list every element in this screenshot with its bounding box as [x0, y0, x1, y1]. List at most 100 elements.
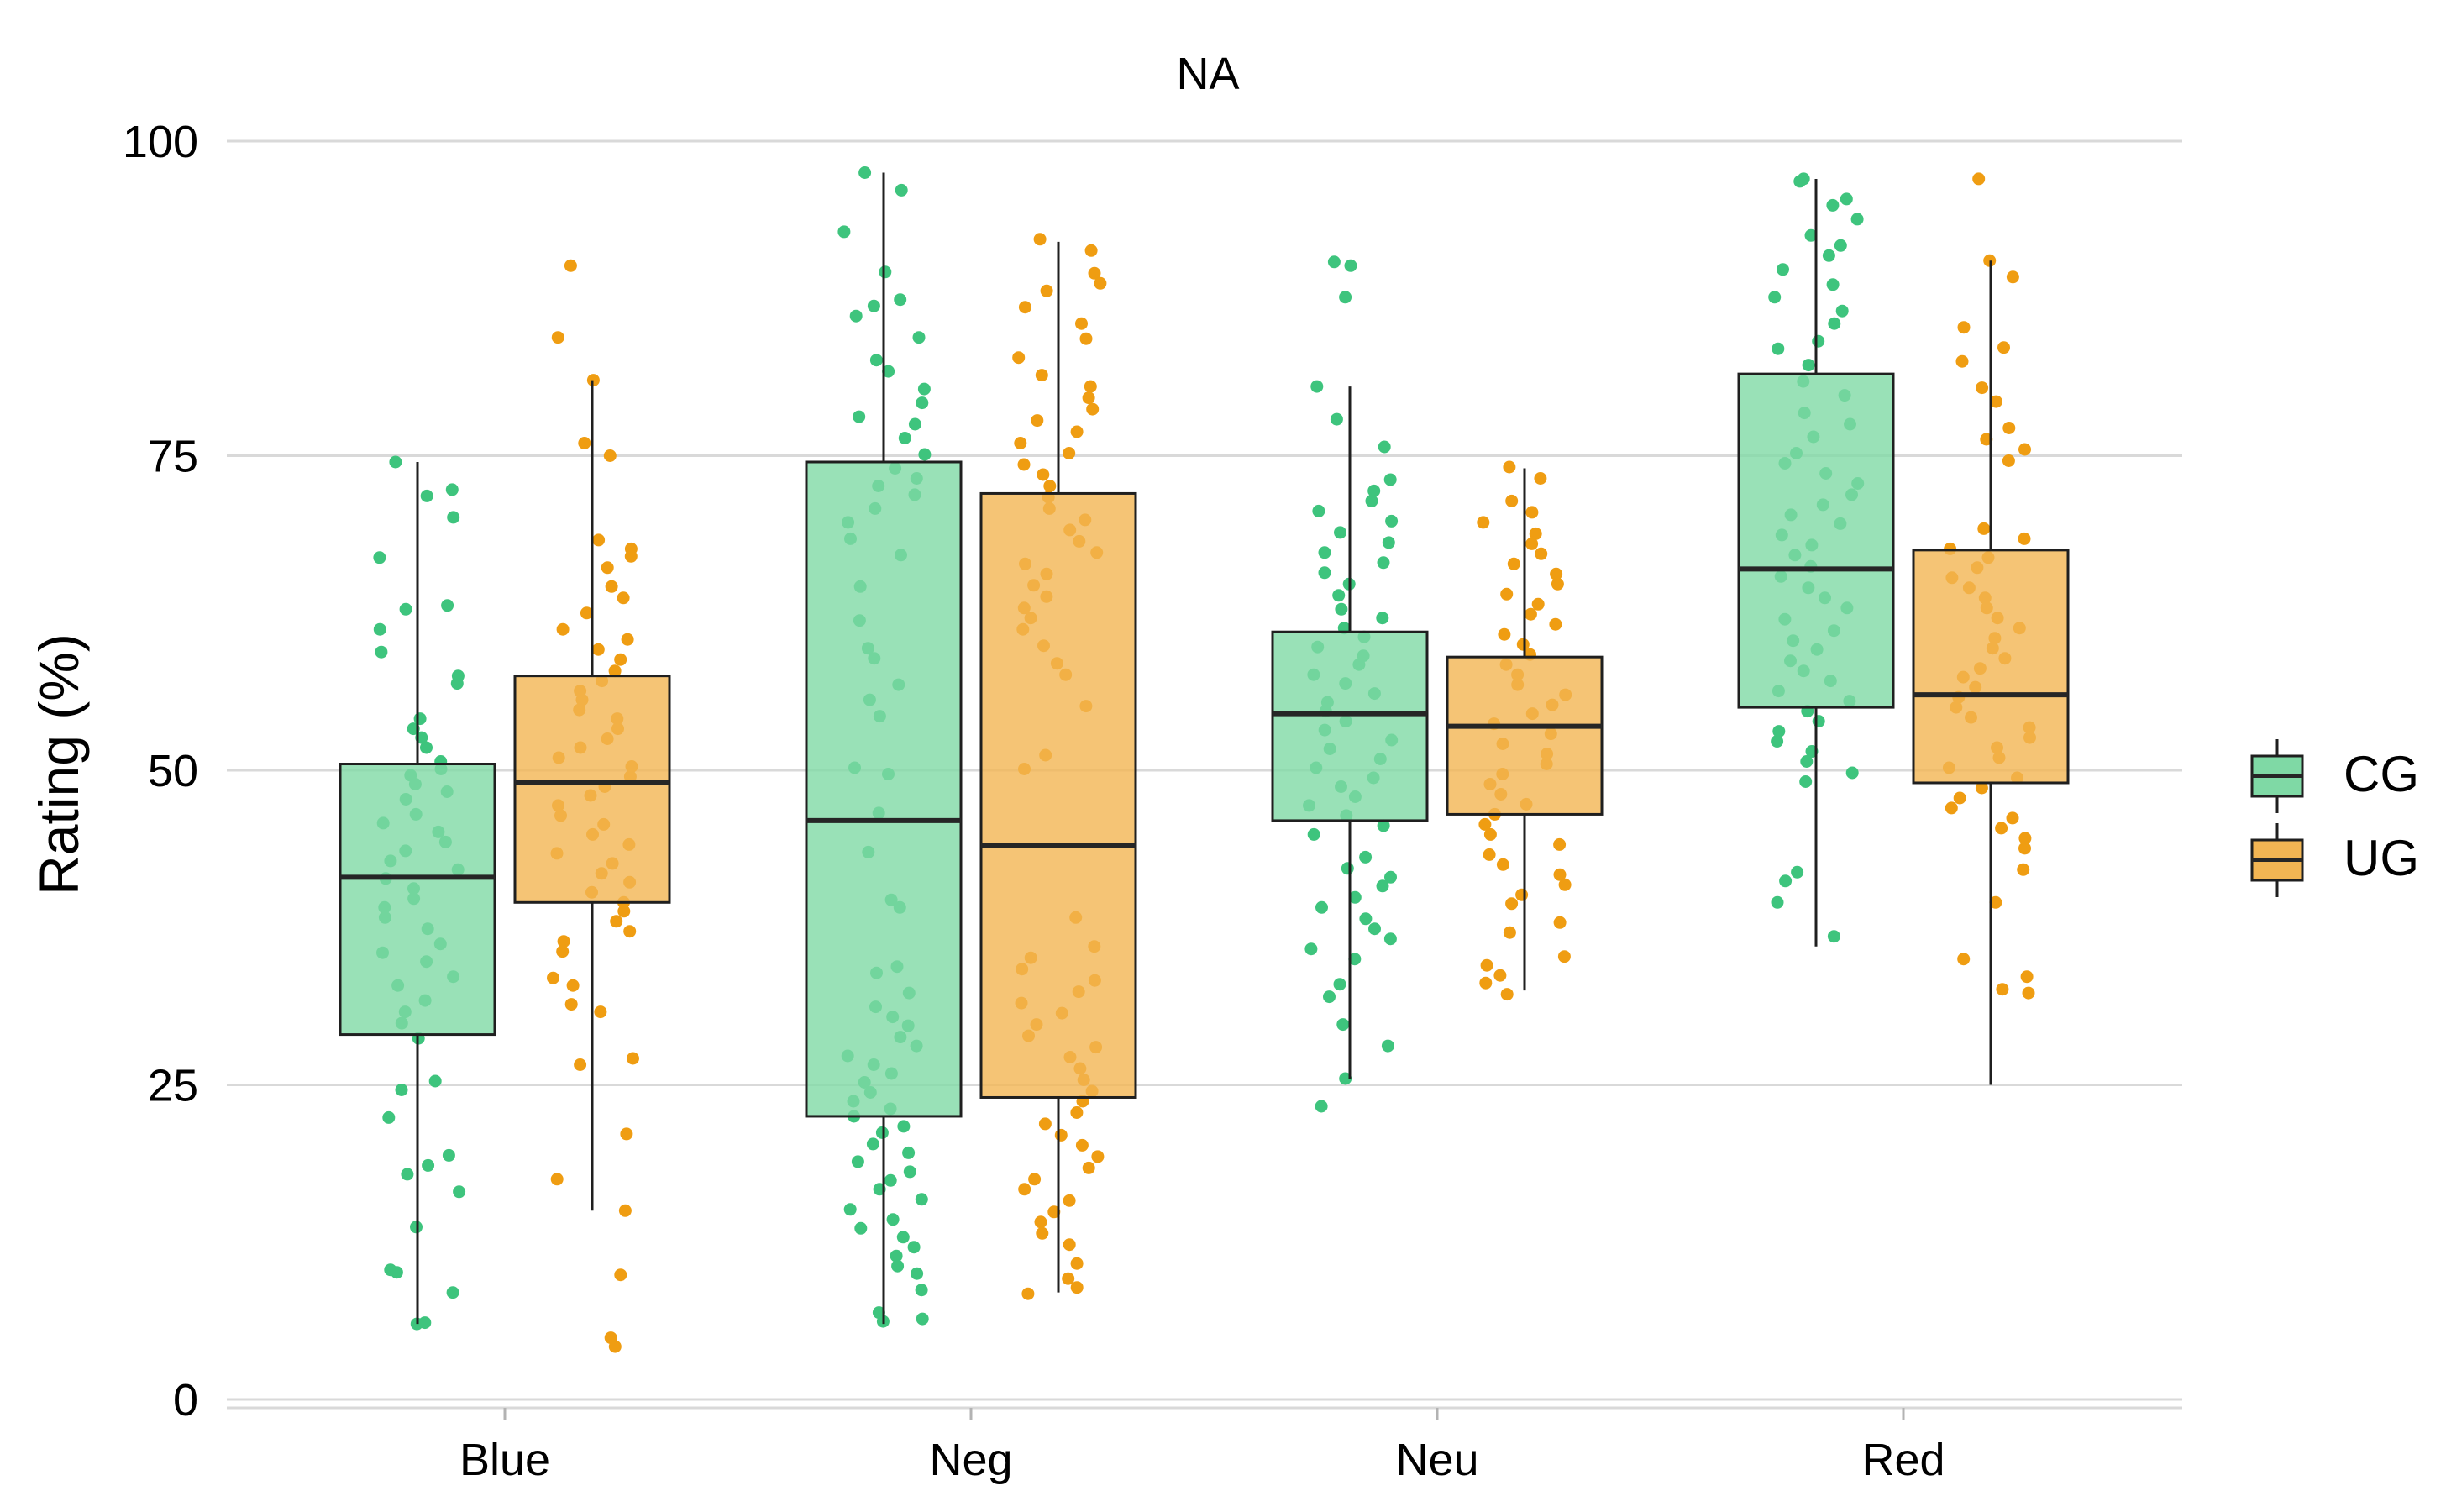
- point-cg-neg-65: [896, 1231, 910, 1244]
- point-ug-neu-16: [1516, 638, 1530, 651]
- point-ug-red-50: [2022, 986, 2035, 1000]
- point-ug-neg-10: [1084, 380, 1097, 393]
- point-cg-neg-13: [908, 417, 921, 431]
- point-cg-neu-51: [1383, 932, 1397, 946]
- point-ug-blue-8: [601, 561, 614, 575]
- point-cg-neu-0: [1327, 255, 1341, 269]
- point-cg-neg-55: [866, 1137, 879, 1151]
- point-cg-neg-72: [916, 1312, 929, 1326]
- point-ug-red-13: [2018, 532, 2031, 545]
- point-ug-blue-13: [621, 633, 634, 646]
- point-ug-red-3: [1957, 321, 1971, 334]
- point-cg-neg-62: [843, 1203, 857, 1216]
- point-ug-neu-41: [1515, 888, 1529, 901]
- point-cg-neg-59: [884, 1173, 897, 1187]
- point-ug-red-10: [2018, 443, 2031, 456]
- point-ug-neu-2: [1505, 494, 1519, 507]
- point-ug-red-46: [1989, 895, 2002, 909]
- point-ug-neu-38: [1496, 858, 1509, 871]
- point-cg-red-9: [1826, 278, 1840, 291]
- y-tick-label-50: 50: [148, 746, 198, 796]
- point-ug-red-4: [1997, 341, 2010, 354]
- point-cg-red-55: [1779, 874, 1793, 888]
- point-ug-neg-19: [1043, 480, 1057, 492]
- point-ug-blue-10: [617, 591, 630, 605]
- point-ug-neu-35: [1483, 827, 1497, 841]
- point-cg-red-4: [1850, 213, 1864, 226]
- point-cg-neu-18: [1335, 602, 1348, 616]
- point-ug-neg-11: [1082, 391, 1095, 405]
- point-ug-neu-14: [1549, 617, 1562, 631]
- point-ug-neg-63: [1063, 1194, 1076, 1207]
- point-ug-neu-15: [1498, 627, 1511, 641]
- box-rect-cg-blue: [339, 763, 496, 1037]
- box-rect-ug-blue: [513, 675, 671, 904]
- point-ug-red-49: [1996, 983, 2009, 996]
- point-cg-red-1: [1793, 175, 1807, 188]
- point-ug-red-48: [2020, 970, 2034, 984]
- point-ug-neu-40: [1558, 878, 1572, 891]
- point-ug-neu-13: [1524, 607, 1537, 621]
- point-ug-neg-60: [1082, 1161, 1095, 1174]
- point-ug-blue-2: [586, 374, 600, 387]
- point-cg-red-53: [1799, 775, 1813, 788]
- point-cg-neu-58: [1339, 1072, 1352, 1085]
- point-cg-red-56: [1771, 895, 1784, 909]
- point-ug-neg-12: [1086, 402, 1100, 416]
- point-ug-neg-16: [1063, 447, 1076, 459]
- point-ug-blue-47: [566, 979, 580, 992]
- point-cg-neu-46: [1376, 879, 1389, 893]
- point-ug-blue-0: [564, 259, 577, 272]
- point-cg-blue-3: [447, 511, 460, 524]
- point-ug-neg-0: [1033, 233, 1047, 246]
- point-cg-blue-46: [442, 1148, 455, 1162]
- point-ug-neu-44: [1503, 926, 1516, 939]
- y-tick-label-25: 25: [148, 1061, 198, 1111]
- point-cg-red-49: [1771, 735, 1784, 748]
- x-tick-label-neu: Neu: [1395, 1435, 1478, 1485]
- point-ug-blue-52: [620, 1127, 633, 1141]
- point-cg-neu-57: [1381, 1039, 1394, 1053]
- point-cg-neg-2: [837, 225, 851, 239]
- point-cg-neg-7: [912, 331, 926, 344]
- point-ug-neg-66: [1036, 1226, 1049, 1240]
- point-ug-blue-12: [556, 622, 570, 636]
- point-ug-neg-57: [1054, 1128, 1068, 1142]
- point-ug-blue-1: [551, 331, 564, 344]
- point-ug-red-5: [1955, 354, 1969, 368]
- point-cg-blue-47: [422, 1158, 435, 1172]
- box-ug-red: [1912, 260, 2070, 1085]
- x-tick-label-neg: Neg: [929, 1435, 1012, 1485]
- point-cg-neu-56: [1336, 1018, 1350, 1032]
- point-cg-neu-4: [1330, 412, 1343, 426]
- point-cg-neu-9: [1312, 504, 1325, 517]
- point-cg-neg-5: [867, 299, 880, 312]
- point-ug-blue-9: [605, 580, 618, 593]
- point-ug-blue-50: [627, 1052, 639, 1065]
- y-tick-label-75: 75: [148, 432, 198, 482]
- point-cg-blue-2: [420, 489, 433, 502]
- point-cg-neg-70: [915, 1284, 928, 1297]
- point-cg-neu-42: [1307, 827, 1320, 841]
- point-ug-neg-67: [1063, 1238, 1076, 1252]
- point-ug-neg-1: [1084, 244, 1098, 257]
- point-cg-red-2: [1840, 192, 1853, 206]
- point-cg-neg-67: [890, 1249, 903, 1263]
- point-cg-blue-43: [428, 1074, 442, 1088]
- point-ug-blue-45: [556, 945, 570, 958]
- point-cg-red-48: [1772, 725, 1786, 738]
- point-cg-blue-10: [450, 677, 464, 690]
- point-cg-red-57: [1827, 930, 1840, 943]
- legend-label-ug: UG: [2344, 830, 2419, 886]
- point-ug-red-45: [2017, 863, 2030, 876]
- point-cg-blue-8: [375, 645, 388, 659]
- box-ug-blue: [513, 380, 671, 1211]
- point-ug-neu-12: [1531, 597, 1545, 611]
- point-ug-red-41: [2006, 811, 2019, 825]
- box-rect-cg-neu: [1271, 630, 1429, 822]
- point-cg-neu-44: [1341, 862, 1354, 875]
- point-cg-neg-11: [916, 396, 929, 410]
- point-cg-neg-4: [894, 293, 907, 307]
- point-ug-blue-55: [614, 1268, 627, 1282]
- point-ug-neu-0: [1503, 460, 1516, 474]
